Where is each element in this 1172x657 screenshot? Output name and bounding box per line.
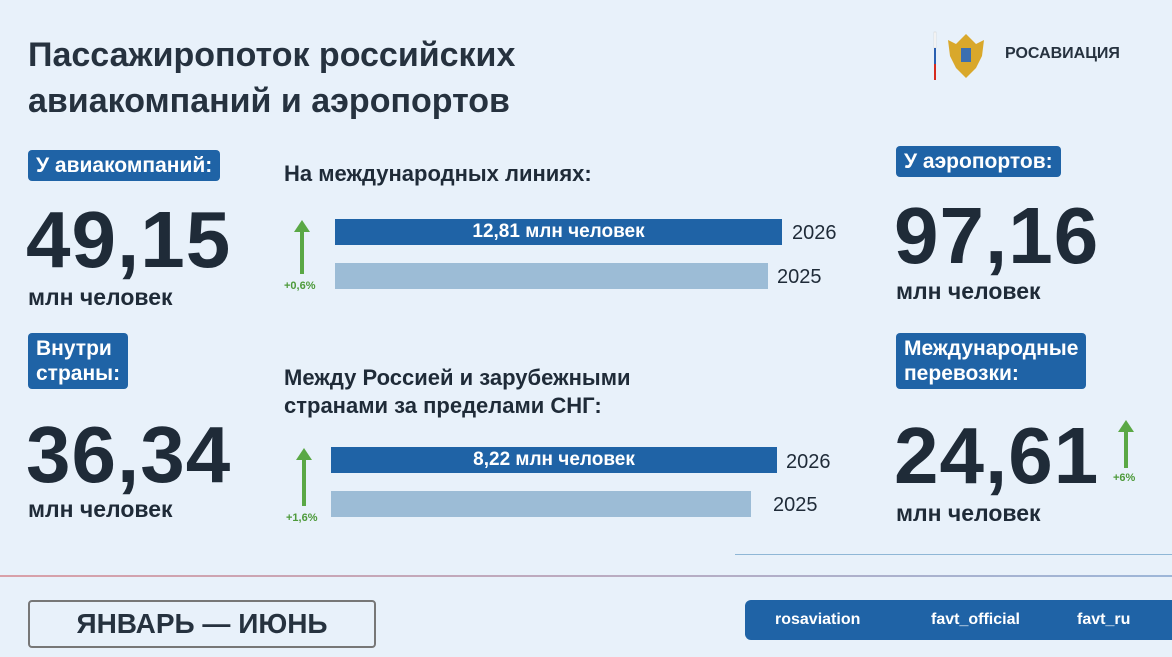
up-arrow	[294, 220, 310, 274]
unit: млн человек	[28, 496, 173, 522]
logo-text: РОСАВИАЦИЯ	[1005, 45, 1120, 62]
divider	[735, 554, 1172, 555]
social-link[interactable]: rosaviation	[775, 611, 861, 628]
section-title-line: Между Россией и зарубежными	[284, 365, 631, 390]
badge-line: Внутри	[36, 337, 112, 360]
unit: млн человек	[896, 500, 1041, 526]
up-arrow	[296, 448, 312, 506]
period: ЯНВАРЬ — ИЮНЬ	[28, 600, 376, 648]
socials-bar: rosaviation favt_official favt_ru	[745, 600, 1172, 640]
title-line: авиакомпаний и аэропортов	[28, 82, 510, 120]
change: +6%	[1113, 472, 1136, 484]
change: +0,6%	[284, 280, 316, 292]
title-line: Пассажиропоток российских	[28, 36, 516, 74]
year-label: 2026	[792, 222, 837, 244]
big-number: 36,34	[26, 410, 232, 499]
title: Пассажиропоток российских авиакомпаний и …	[28, 32, 515, 124]
bar-2026: 12,81 млн человек	[335, 219, 782, 245]
year-label: 2025	[773, 494, 818, 516]
section-title-line: странами за пределами СНГ:	[284, 393, 602, 418]
big-number: 97,16	[894, 191, 1100, 280]
unit: млн человек	[28, 284, 173, 310]
year-label: 2025	[777, 266, 822, 288]
badge: Международные перевозки:	[896, 333, 1087, 389]
big-number: 49,15	[26, 195, 232, 284]
section-title: Между Россией и зарубежными странами за п…	[284, 364, 631, 420]
big-number: 24,61	[894, 411, 1100, 500]
badge: У авиакомпаний:	[28, 150, 221, 181]
badge: У аэропортов:	[896, 146, 1061, 177]
divider	[0, 575, 1172, 577]
up-arrow	[1118, 420, 1134, 468]
bar-2025	[331, 491, 751, 517]
badge: Внутри страны:	[28, 333, 129, 389]
bar-2026: 8,22 млн человек	[331, 447, 777, 473]
bar-2025	[335, 263, 768, 289]
logo	[933, 31, 984, 80]
change: +1,6%	[286, 512, 318, 524]
section-title: На международных линиях:	[284, 161, 592, 186]
unit: млн человек	[896, 278, 1041, 304]
badge-line: страны:	[36, 362, 121, 385]
year-label: 2026	[786, 451, 831, 473]
badge-line: Международные	[904, 337, 1079, 360]
badge-line: перевозки:	[904, 362, 1019, 385]
social-link[interactable]: favt_official	[931, 611, 1020, 628]
social-link[interactable]: favt_ru	[1077, 611, 1131, 628]
